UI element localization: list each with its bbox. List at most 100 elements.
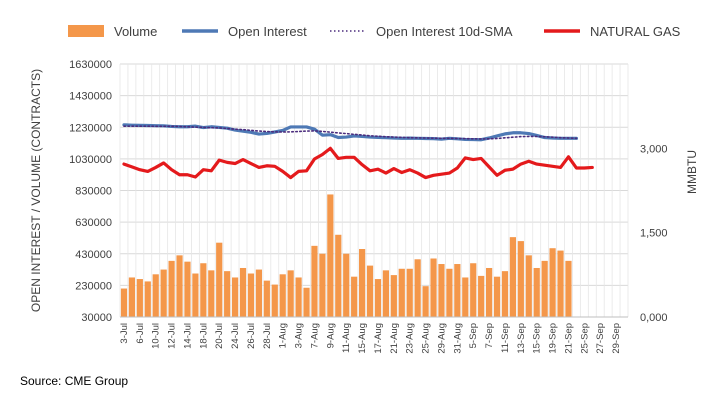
x-tick-label: 19-Sep — [548, 323, 559, 354]
y-right-axis-title: MMBTU — [685, 150, 699, 194]
volume-bar — [200, 263, 207, 317]
x-tick-label: 10-Jul — [151, 323, 162, 349]
volume-bar — [295, 277, 302, 317]
x-tick-label: 29-Sep — [611, 323, 622, 354]
volume-bar — [160, 269, 167, 317]
x-tick-label: 6-Jul — [135, 323, 146, 344]
x-tick-label: 20-Jul — [214, 323, 225, 349]
y-right-tick-label: 1,500 — [640, 228, 668, 240]
volume-bar — [485, 267, 493, 317]
volume-bar — [279, 274, 286, 317]
x-tick-label: 13-Sep — [516, 323, 527, 354]
x-tick-label: 5-Sep — [468, 323, 479, 348]
volume-bar — [525, 255, 532, 317]
volume-bar — [120, 288, 128, 317]
x-tick-label: 3-Jul — [119, 323, 130, 344]
x-tick-label: 18-Jul — [198, 323, 209, 349]
x-tick-label: 25-Sep — [579, 323, 590, 354]
volume-bar — [303, 287, 310, 317]
x-tick-label: 7-Sep — [484, 323, 495, 348]
volume-bar — [422, 286, 429, 317]
volume-bar — [144, 281, 151, 317]
volume-bar — [398, 268, 405, 317]
volume-bar — [390, 275, 397, 317]
volume-bar — [438, 264, 445, 317]
volume-bar — [509, 237, 517, 317]
volume-bar — [478, 275, 485, 317]
volume-bars — [120, 194, 572, 317]
volume-bar — [271, 284, 278, 317]
y-left-tick-label: 1430000 — [69, 91, 112, 103]
volume-bar — [128, 277, 136, 317]
volume-bar — [517, 241, 524, 317]
x-tick-label: 21-Aug — [389, 323, 400, 354]
x-tick-label: 27-Sep — [595, 323, 606, 354]
x-tick-label: 31-Aug — [452, 323, 463, 354]
legend-label: NATURAL GAS — [590, 24, 681, 39]
x-tick-label: 11-Sep — [500, 323, 511, 353]
volume-bar — [533, 267, 540, 317]
volume-bar — [168, 260, 175, 317]
y-left-tick-label: 30000 — [81, 312, 112, 324]
gridlines — [119, 63, 629, 318]
volume-bar — [351, 276, 358, 317]
x-tick-label: 29-Aug — [436, 323, 447, 354]
y-left-tick-label: 1630000 — [69, 59, 112, 71]
y-left-axis-title: OPEN INTEREST / VOLUME (CONTRACTS) — [29, 69, 43, 312]
x-tick-label: 26-Jul — [246, 323, 257, 349]
volume-bar — [406, 268, 413, 317]
volume-bar — [327, 194, 334, 317]
volume-bar — [287, 270, 294, 317]
volume-bar — [224, 271, 231, 317]
volume-bar — [454, 264, 461, 317]
volume-bar — [414, 259, 421, 317]
volume-bar — [247, 273, 255, 317]
volume-bar — [493, 276, 501, 317]
y-left-tick-label: 1030000 — [69, 154, 112, 166]
legend-swatch-volume — [68, 25, 104, 37]
volume-bar — [319, 253, 326, 317]
y-left-tick-label: 1230000 — [69, 122, 112, 134]
x-tick-label: 21-Sep — [563, 323, 574, 354]
x-tick-label: 7-Aug — [309, 323, 320, 348]
x-tick-label: 11-Aug — [341, 323, 352, 353]
volume-bar — [446, 268, 453, 317]
x-tick-label: 9-Aug — [325, 323, 336, 348]
volume-bar — [335, 234, 342, 317]
legend-label: Open Interest — [228, 24, 307, 39]
volume-bar — [231, 277, 239, 317]
volume-bar — [430, 258, 437, 317]
x-tick-label: 17-Aug — [373, 323, 384, 354]
volume-bar — [374, 279, 382, 317]
volume-bar — [239, 267, 247, 317]
volume-bar — [382, 270, 390, 317]
volume-bar — [192, 273, 199, 317]
x-tick-label: 24-Jul — [230, 323, 241, 349]
x-tick-label: 28-Jul — [262, 323, 273, 349]
volume-bar — [501, 271, 509, 317]
volume-bar — [311, 245, 318, 317]
source-note: Source: CME Group — [20, 374, 129, 388]
legend-label: Volume — [114, 24, 157, 39]
x-tick-label: 15-Aug — [357, 323, 368, 354]
x-tick-label: 23-Aug — [405, 323, 416, 354]
volume-bar — [565, 260, 572, 317]
volume-bar — [358, 249, 366, 317]
x-tick-label: 15-Sep — [532, 323, 543, 354]
x-tick-label: 1-Aug — [278, 323, 289, 348]
volume-bar — [557, 250, 564, 317]
y-right-tick-label: 3,000 — [640, 143, 668, 155]
volume-bar — [470, 263, 477, 317]
volume-bar — [366, 265, 374, 317]
volume-bar — [462, 277, 469, 317]
open-interest-sma-line — [123, 125, 578, 140]
y-left-tick-label: 830000 — [75, 186, 112, 198]
y-left-tick-label: 430000 — [75, 249, 112, 261]
volume-bar — [541, 260, 548, 317]
x-tick-label: 25-Aug — [421, 323, 432, 354]
y-right-tick-label: 0,000 — [640, 312, 668, 324]
volume-bar — [136, 279, 143, 317]
legend-label: Open Interest 10d-SMA — [376, 24, 513, 39]
axes: 30000 230000 430000 630000 830000 1030000 1230… — [29, 59, 699, 354]
